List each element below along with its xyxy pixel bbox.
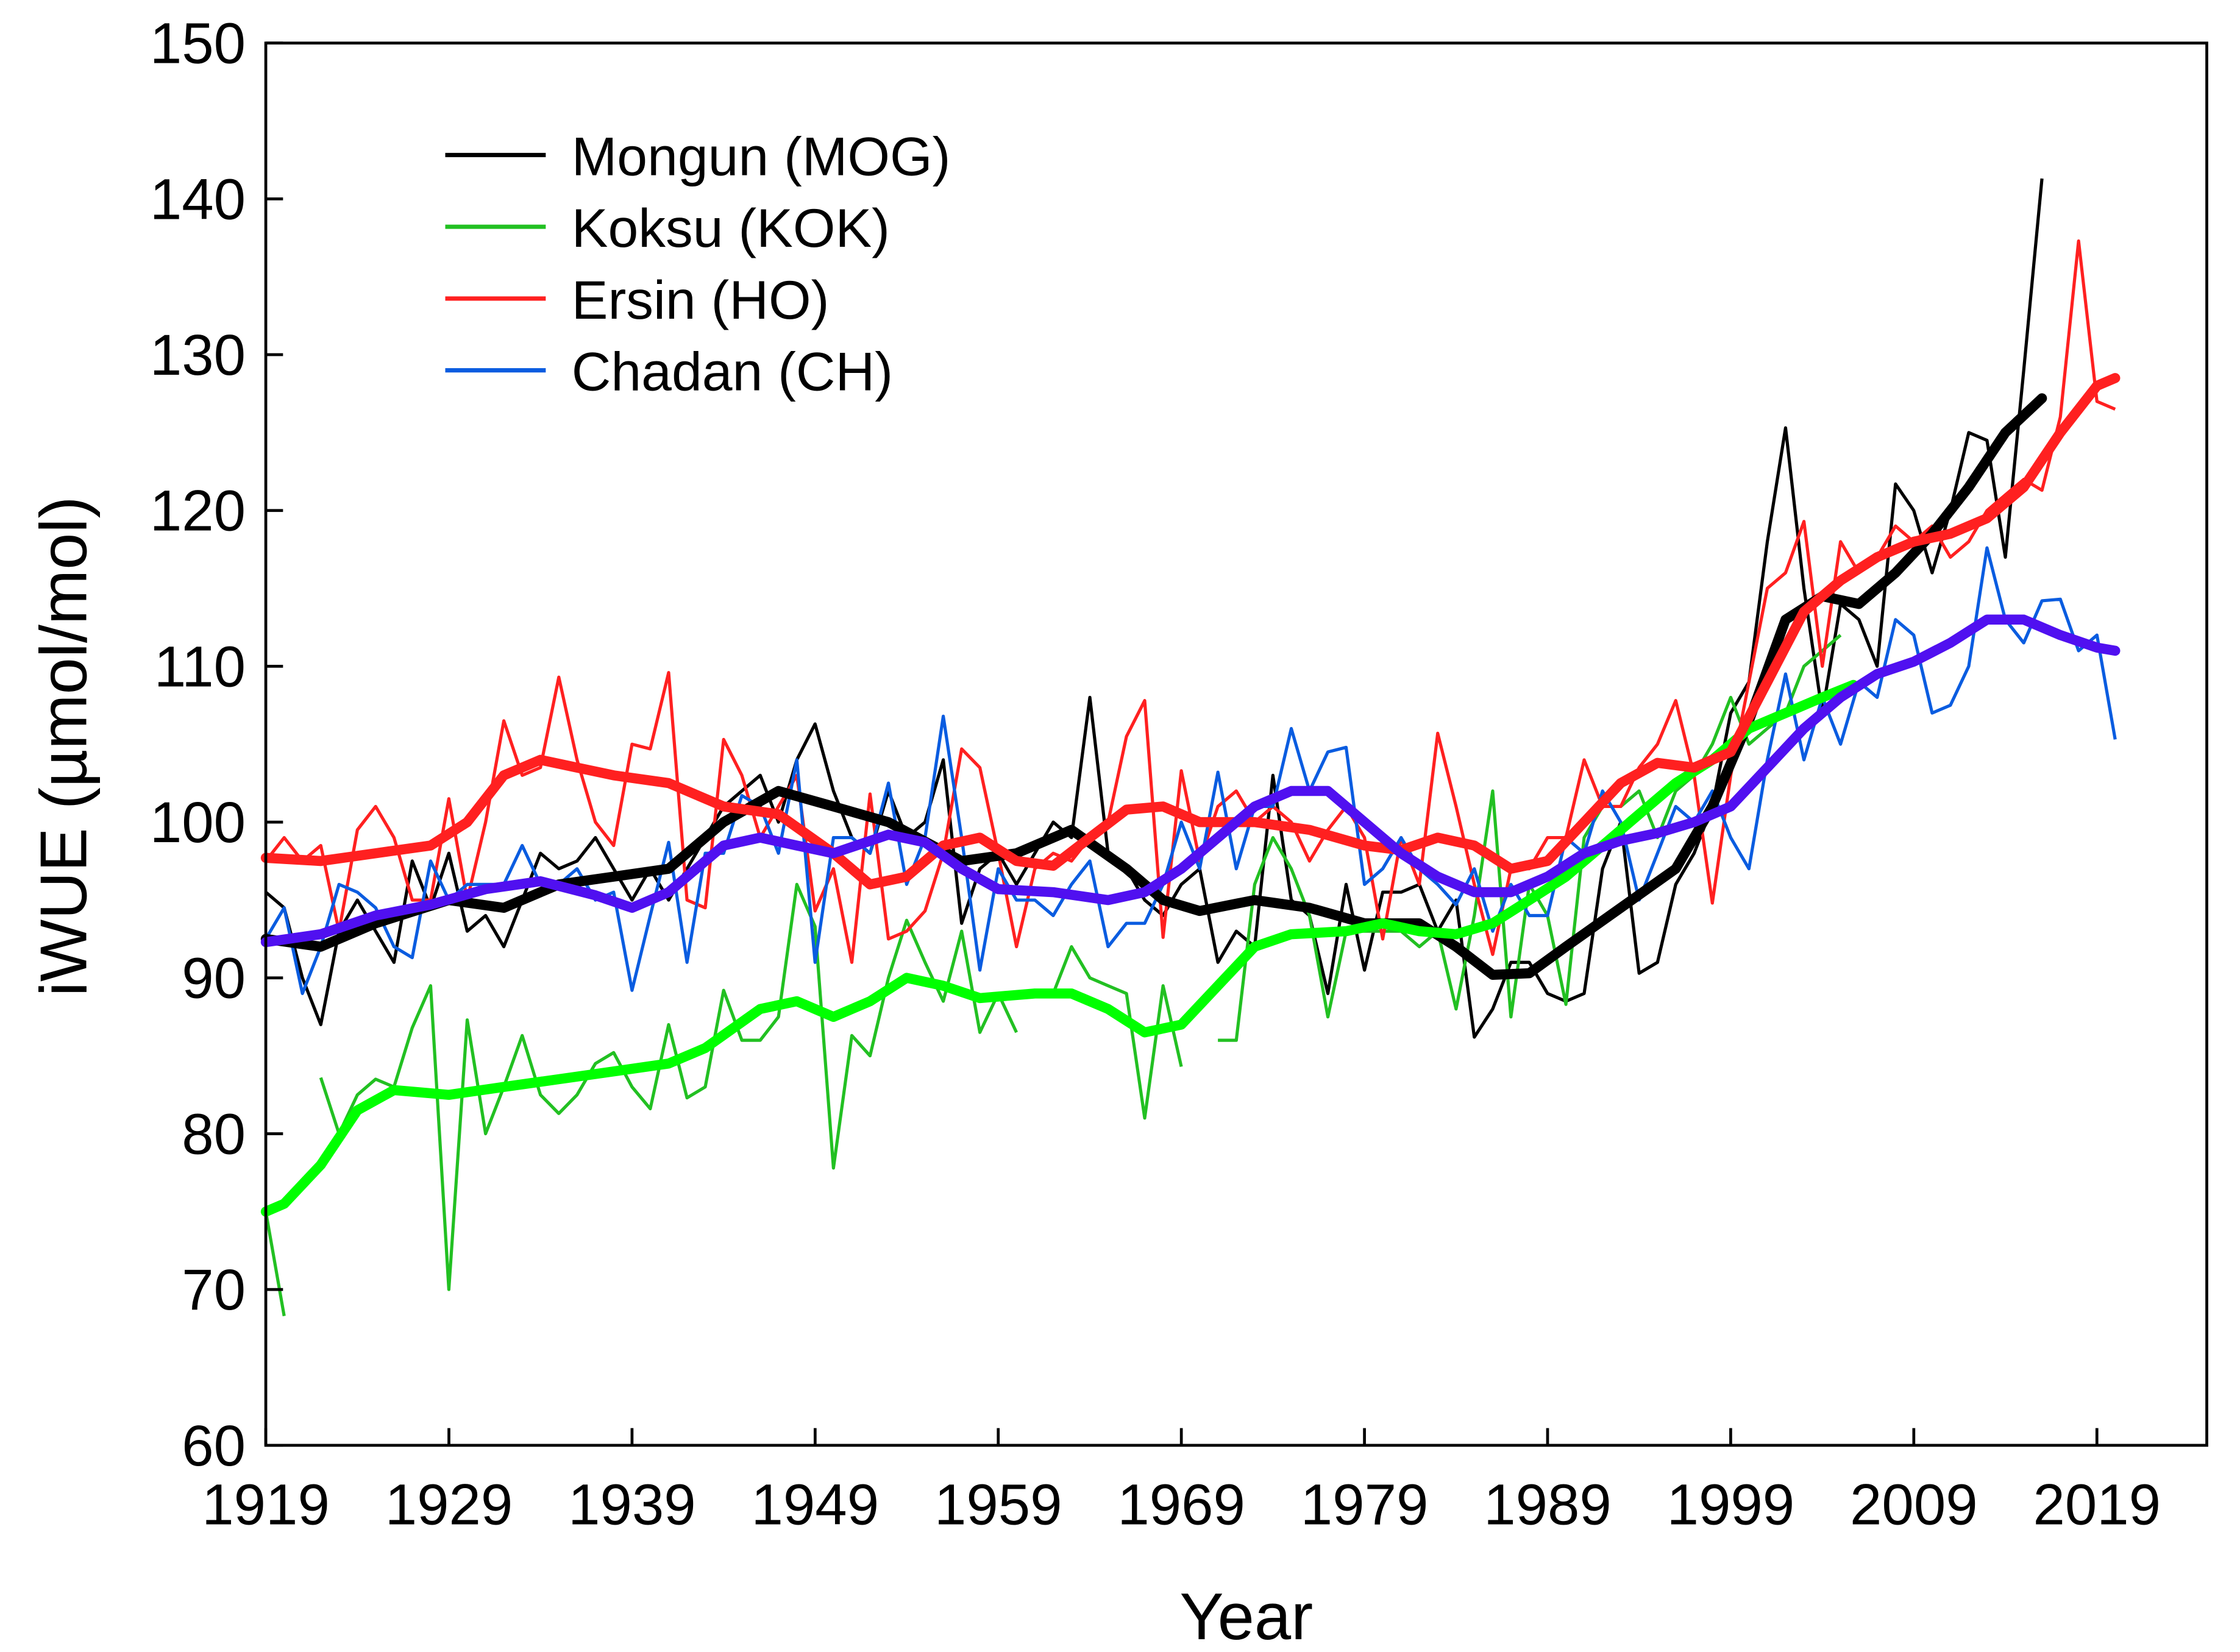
- koksu-annual-line: [264, 1211, 286, 1317]
- koksu-annual-line: [1051, 945, 1183, 1120]
- smoothed-series-layer: [260, 373, 2121, 1217]
- y-axis-ticks: 60 70 80 90 100 110 120 130 140 150: [150, 12, 283, 1478]
- x-tick-label: 1979: [1301, 1472, 1429, 1536]
- y-axis-title: iWUE (µmol/mol): [27, 496, 101, 996]
- chadan-smoothed-line: [260, 614, 2121, 948]
- legend-label-koksu: Koksu (KOK): [572, 197, 890, 258]
- x-tick-label: 1999: [1667, 1472, 1795, 1536]
- x-tick-label: 1989: [1484, 1472, 1612, 1536]
- x-tick-label: 1949: [752, 1472, 880, 1536]
- legend-label-ersin: Ersin (HO): [572, 269, 830, 330]
- legend: Mongun (MOG) Koksu (KOK) Ersin (HO) Chadan …: [445, 126, 950, 402]
- y-tick-label: 70: [182, 1258, 246, 1322]
- y-tick-label: 150: [150, 12, 246, 76]
- x-axis-title: Year: [1179, 1579, 1313, 1652]
- x-tick-label: 1939: [568, 1472, 696, 1536]
- y-tick-label: 100: [150, 790, 246, 854]
- y-tick-label: 110: [154, 634, 246, 698]
- x-tick-label: 1959: [934, 1472, 1062, 1536]
- x-tick-label: 1919: [202, 1472, 330, 1536]
- chadan-annual-line: [264, 546, 2117, 995]
- y-tick-label: 140: [150, 167, 246, 231]
- y-tick-label: 80: [182, 1102, 246, 1166]
- x-axis-ticks: 1919 1929 1939 1949 1959 1969 1979 1989 1999 2009…: [202, 1428, 2161, 1536]
- x-tick-label: 2009: [1850, 1472, 1978, 1536]
- ersin-smoothed-line: [260, 373, 2121, 890]
- plot-frame: [264, 41, 2208, 1447]
- x-tick-label: 2019: [2033, 1472, 2161, 1536]
- legend-label-mongun: Mongun (MOG): [572, 126, 951, 186]
- y-tick-label: 60: [182, 1414, 246, 1478]
- x-tick-label: 1929: [385, 1472, 513, 1536]
- mongun-annual-line: [265, 178, 2044, 1039]
- legend-label-chadan: Chadan (CH): [572, 341, 893, 402]
- y-tick-label: 130: [150, 323, 246, 387]
- raw-series-layer: [264, 178, 2117, 1317]
- y-tick-label: 120: [150, 479, 246, 543]
- koksu-annual-line: [319, 882, 1019, 1291]
- koksu-smoothed-line: [260, 679, 1858, 1217]
- y-tick-label: 90: [182, 946, 246, 1010]
- x-tick-label: 1969: [1117, 1472, 1245, 1536]
